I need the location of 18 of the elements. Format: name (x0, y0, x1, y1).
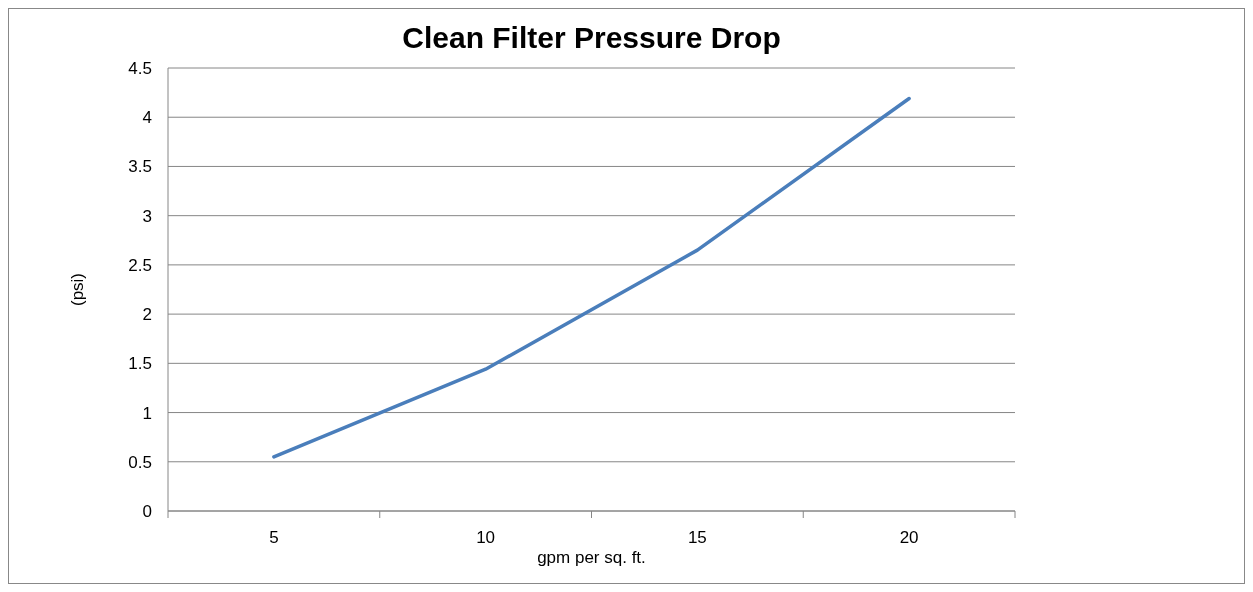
line-series (272, 96, 911, 459)
x-axis-title: gpm per sq. ft. (537, 548, 646, 567)
x-tick-label: 20 (899, 528, 919, 547)
chart-title: Clean Filter Pressure Drop (402, 21, 781, 54)
y-tick-label: 4 (142, 108, 152, 128)
y-tick-label: 3.5 (128, 157, 152, 177)
x-tick-label: 5 (269, 528, 279, 547)
y-tick-label: 1 (142, 403, 152, 423)
y-tick-label: 4.5 (128, 59, 152, 78)
y-tick-label: 0.5 (128, 452, 152, 472)
y-tick-label: 2.5 (128, 255, 152, 275)
y-tick-label: 0 (142, 502, 152, 521)
y-tick-label: 1.5 (128, 354, 152, 374)
y-axis-title: (psi) (68, 272, 87, 307)
y-tick-label: 2 (142, 305, 152, 325)
x-tick-label: 15 (687, 528, 707, 547)
x-tick-label: 10 (476, 528, 496, 547)
y-tick-label: 3 (142, 206, 152, 226)
